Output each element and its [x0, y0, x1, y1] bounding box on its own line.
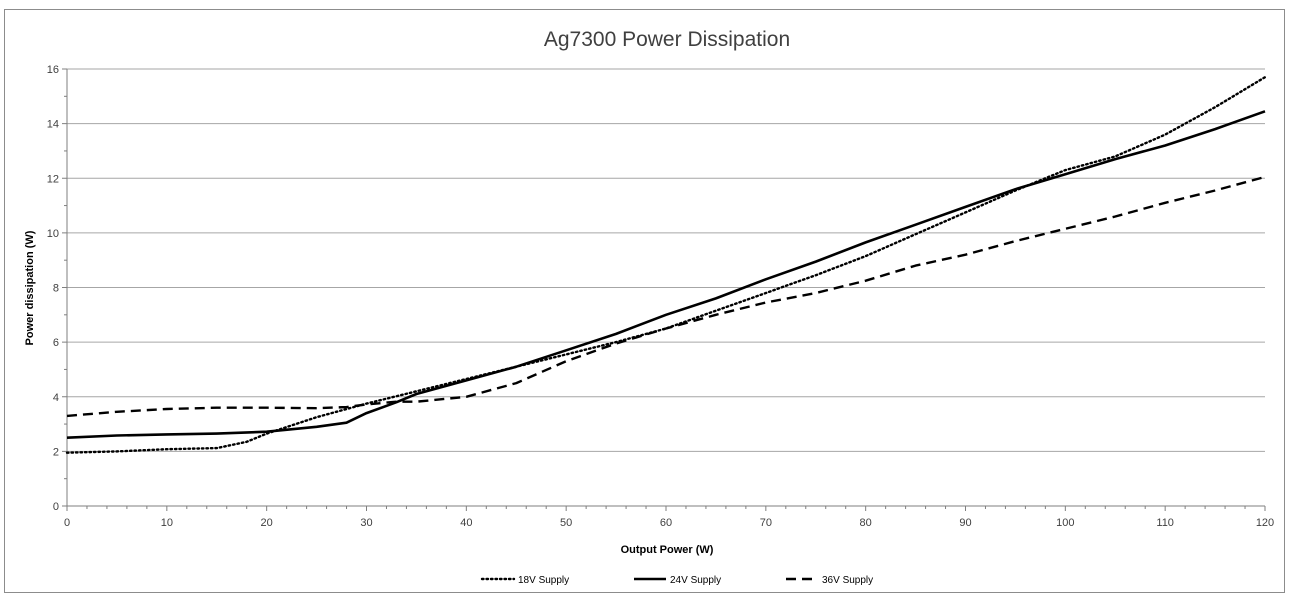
- legend-label: 18V Supply: [518, 575, 569, 586]
- y-axis-ticks: 0 2 4 6 8 10 12 14 16: [47, 64, 67, 513]
- x-tick-label: 20: [261, 517, 273, 529]
- y-tick-label: 10: [47, 228, 59, 240]
- y-tick-label: 0: [53, 501, 59, 513]
- series-line-36v-supply: [66, 175, 1266, 418]
- x-tick-label: 80: [860, 517, 872, 529]
- y-axis-title: Power dissipation (W): [24, 230, 36, 345]
- y-tick-label: 12: [47, 173, 59, 185]
- x-tick-label: 70: [760, 517, 772, 529]
- legend: 18V Supply 24V Supply 36V Supply: [480, 575, 873, 586]
- y-tick-label: 4: [53, 392, 59, 404]
- x-tick-label: 30: [360, 517, 372, 529]
- y-tick-label: 2: [53, 446, 59, 458]
- chart-area: [4, 9, 1285, 593]
- chart-title: Ag7300 Power Dissipation: [544, 28, 790, 51]
- series-lines: [65, 75, 1267, 454]
- y-tick-label: 8: [53, 283, 59, 295]
- x-tick-label: 40: [460, 517, 472, 529]
- x-axis-ticks: 0 10 20 30 40 50 60 70 80 90 100 110 120: [64, 506, 1274, 529]
- x-tick-label: 50: [560, 517, 572, 529]
- y-tick-label: 16: [47, 64, 59, 76]
- x-tick-label: 110: [1156, 517, 1174, 529]
- series-line-24v-supply: [66, 110, 1266, 439]
- legend-label: 36V Supply: [822, 575, 873, 586]
- x-tick-label: 120: [1256, 517, 1274, 529]
- x-tick-label: 60: [660, 517, 672, 529]
- gridlines: [67, 68, 1265, 452]
- x-tick-label: 90: [959, 517, 971, 529]
- x-axis-title: Output Power (W): [621, 544, 714, 556]
- x-tick-label: 10: [161, 517, 173, 529]
- y-tick-label: 14: [47, 119, 59, 131]
- y-tick-label: 6: [53, 337, 59, 349]
- x-tick-label: 100: [1056, 517, 1074, 529]
- legend-label: 24V Supply: [670, 575, 721, 586]
- x-tick-label: 0: [64, 517, 70, 529]
